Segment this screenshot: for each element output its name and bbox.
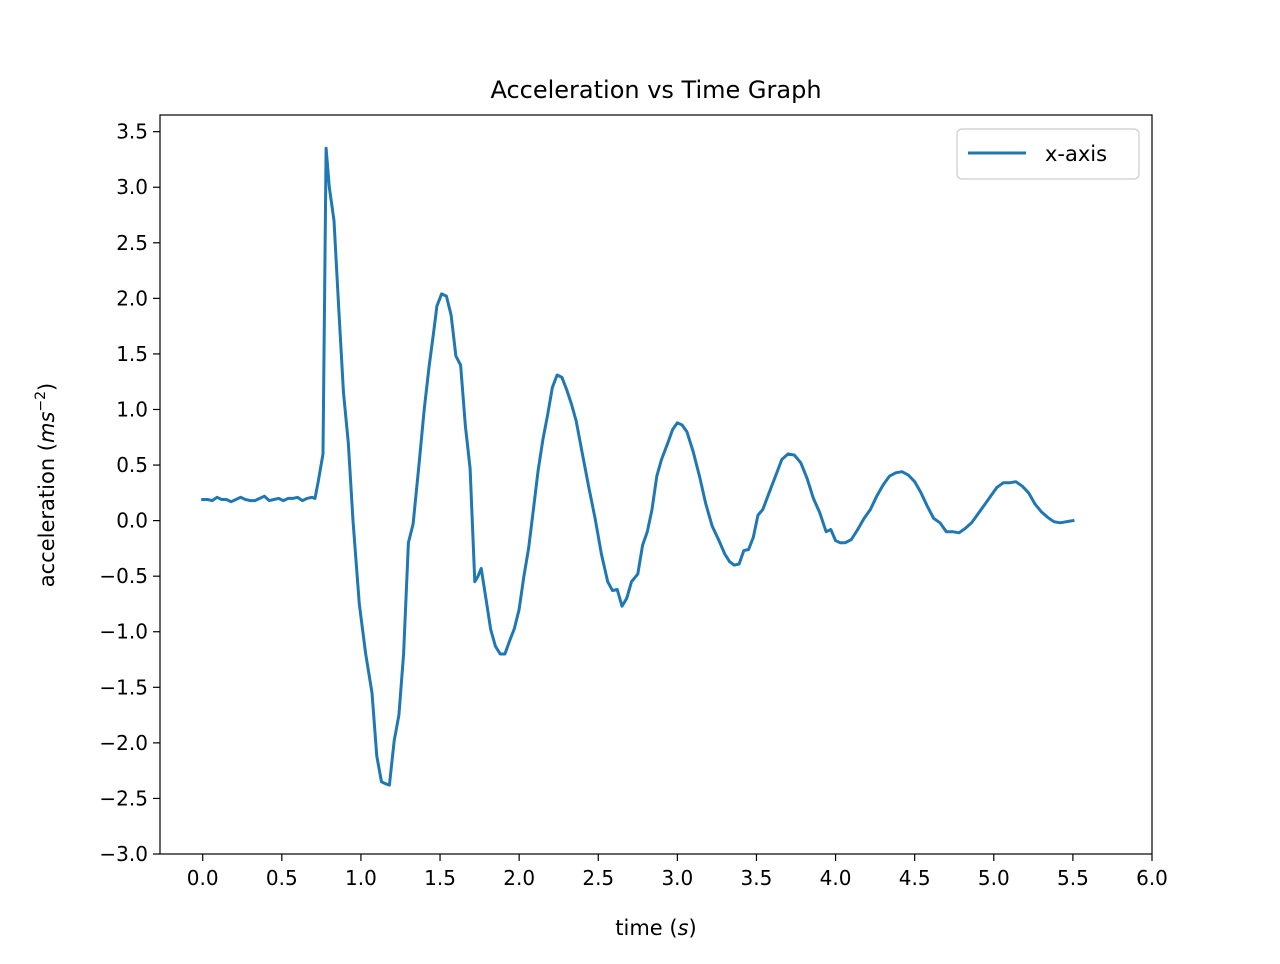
y-tick-label: 1.0 <box>116 397 148 421</box>
x-tick-label: 3.0 <box>661 866 693 890</box>
x-tick-label: 5.5 <box>1057 866 1089 890</box>
legend: x-axis <box>956 128 1140 180</box>
y-axis-label: acceleration (ms−2) <box>33 383 59 587</box>
series-line-x-axis <box>201 146 1075 787</box>
y-tick-label: −2.5 <box>99 786 148 810</box>
x-axis-label: time (s) <box>615 916 696 940</box>
chart-title: Acceleration vs Time Graph <box>490 76 821 104</box>
y-axis-ticks: −3.0 −2.5 −2.0 −1.5 −1.0 −0.5 0.0 0.5 1.0 1.5 2.0 2… <box>99 120 160 866</box>
y-tick-label: 2.5 <box>116 231 148 255</box>
x-tick-label: 3.5 <box>741 866 773 890</box>
y-tick-label: 0.0 <box>116 509 148 533</box>
y-tick-label: 1.5 <box>116 342 148 366</box>
y-tick-label: −3.0 <box>99 842 148 866</box>
y-tick-label: 2.0 <box>116 286 148 310</box>
x-tick-label: 4.5 <box>899 866 931 890</box>
x-tick-label: 0.5 <box>266 866 298 890</box>
x-tick-label: 2.0 <box>503 866 535 890</box>
x-tick-label: 5.0 <box>978 866 1010 890</box>
plot-line-layer <box>201 146 1075 787</box>
x-axis-ticks: 0.0 0.5 1.0 1.5 2.0 2.5 3.0 3.5 4.0 4.5 5.0 5.5 6.0 <box>187 854 1168 890</box>
y-tick-label: −0.5 <box>99 564 148 588</box>
x-tick-label: 0.0 <box>187 866 219 890</box>
legend-box <box>956 128 1140 180</box>
plot-frame <box>159 114 1153 855</box>
legend-label: x-axis <box>1045 142 1107 166</box>
y-tick-label: 3.5 <box>116 120 148 144</box>
x-tick-label: 2.5 <box>582 866 614 890</box>
y-tick-label: −1.0 <box>99 620 148 644</box>
y-tick-label: 0.5 <box>116 453 148 477</box>
x-tick-label: 1.0 <box>345 866 377 890</box>
y-tick-label: −1.5 <box>99 675 148 699</box>
x-tick-label: 6.0 <box>1136 866 1168 890</box>
x-tick-label: 4.0 <box>820 866 852 890</box>
y-tick-label: −2.0 <box>99 731 148 755</box>
x-tick-label: 1.5 <box>424 866 456 890</box>
y-tick-label: 3.0 <box>116 175 148 199</box>
